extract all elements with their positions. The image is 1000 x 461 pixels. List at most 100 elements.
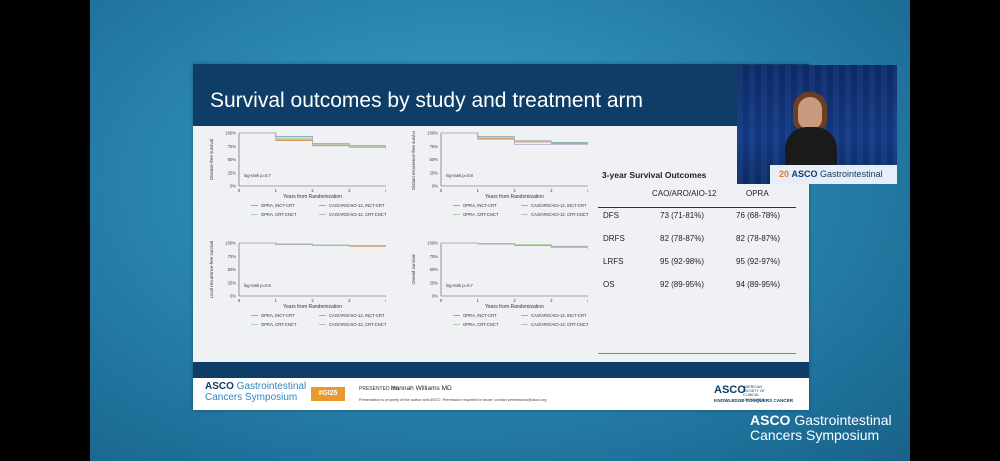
chart-disease-free: 100% 75% 50% 25% 0%0 1 2 3 4 Years from Randomiza… — [201, 131, 386, 236]
letterbox-right — [910, 0, 1000, 461]
series-line — [441, 242, 588, 249]
legend-label: OPRA, INCT-CRT — [261, 203, 295, 208]
legend-label: CAO/ARO/AIO-12, CRT-CNCT — [329, 212, 386, 217]
table-rule — [598, 207, 796, 208]
legend-label: OPRA, CRT-CNCT — [463, 212, 499, 217]
y-tick-label: 0% — [230, 294, 236, 299]
series-line — [239, 132, 386, 150]
cell-os-cao: 92 (89-95%) — [660, 280, 705, 289]
presenter-name: Hannah Williams MD — [391, 385, 452, 392]
y-tick-label: 25% — [228, 280, 237, 285]
hashtag-badge: #GI25 — [311, 387, 345, 401]
legend-label: OPRA, CRT-CNCT — [261, 322, 297, 327]
cell-drfs-cao: 82 (78-87%) — [660, 234, 705, 243]
x-tick-label: 1 — [275, 188, 278, 193]
x-tick-label: 0 — [440, 298, 443, 303]
x-axis-label: Years from Randomization — [283, 194, 342, 200]
legend-label: CAO/ARO/AIO-12, CRT-CNCT — [329, 322, 386, 327]
pvalue-label: log-rank p=0.7 — [446, 283, 474, 288]
cell-dfs-opra: 76 (68-78%) — [736, 211, 781, 220]
y-tick-label: 0% — [432, 294, 438, 299]
x-tick-label: 0 — [238, 298, 241, 303]
x-tick-label: 1 — [477, 298, 480, 303]
speaker-body — [785, 127, 837, 171]
cell-lrfs-opra: 95 (92-97%) — [736, 257, 781, 266]
asco-logo-subtext: AMERICAN SOCIETY OF CLINICAL ONCOLOGY — [743, 385, 765, 402]
cell-os-opra: 94 (89-95%) — [736, 280, 781, 289]
legend-label: OPRA, CRT-CNCT — [463, 322, 499, 327]
km-chart-svg: 100% 75% 50% 25% 0%0 1 2 3 4 Years from Randomiza… — [411, 131, 588, 217]
y-tick-label: 100% — [225, 241, 236, 246]
symposium-logo: ASCO Gastrointestinal Cancers Symposium — [750, 412, 892, 443]
y-tick-label: 75% — [228, 254, 237, 259]
legend-label: OPRA, INCT-CRT — [261, 313, 295, 318]
chart-local-recurrence-free: 100% 75% 50% 25% 0%0 1 2 3 4 Years from Randomiza… — [201, 241, 386, 346]
table-bottom-rule — [598, 353, 796, 354]
speaker-face — [798, 97, 822, 129]
video-stage: Survival outcomes by study and treatment… — [90, 0, 910, 461]
row-label-drfs: DRFS — [603, 234, 625, 243]
x-axis-label: Years from Randomization — [283, 304, 342, 310]
km-chart-svg: 100% 75% 50% 25% 0%0 1 2 3 4 Years from Randomiza… — [411, 241, 588, 327]
x-tick-label: 4 — [587, 298, 588, 303]
series-line — [441, 132, 588, 146]
slide-header: Survival outcomes by study and treatment… — [193, 64, 809, 126]
row-label-lrfs: LRFS — [603, 257, 624, 266]
x-tick-label: 3 — [348, 298, 351, 303]
legend-label: CAO/ARO/AIO-12, CRT-CNCT — [531, 212, 588, 217]
y-tick-label: 100% — [225, 131, 236, 136]
y-axis-label: Local recurrence-free survival — [209, 241, 214, 298]
legend-label: CAO/ARO/AIO-12, INCT-CRT — [531, 203, 587, 208]
y-tick-label: 25% — [430, 280, 439, 285]
y-axis-label: Distant recurrence-free survival — [411, 131, 416, 190]
x-tick-label: 3 — [550, 188, 553, 193]
presentation-slide: Survival outcomes by study and treatment… — [193, 64, 809, 410]
pvalue-label: log-rank p=0.7 — [244, 173, 272, 178]
y-tick-label: 100% — [427, 131, 438, 136]
y-tick-label: 75% — [430, 254, 439, 259]
x-tick-label: 2 — [513, 188, 516, 193]
speaker-video: 20 ASCO Gastrointestinal — [737, 65, 897, 184]
legend-label: CAO/ARO/AIO-12, INCT-CRT — [329, 203, 385, 208]
x-tick-label: 2 — [311, 298, 314, 303]
content-area: 100%75%50%25%0%01234Years from Randomiza… — [193, 126, 809, 377]
pvalue-label: log-rank p=0.8 — [446, 173, 474, 178]
presented-by-label: PRESENTED BY: — [359, 386, 399, 392]
x-tick-label: 4 — [385, 188, 386, 193]
km-chart-svg: 100% 75% 50% 25% 0%0 1 2 3 4 Years from Randomiza… — [209, 131, 386, 217]
legend-label: OPRA, INCT-CRT — [463, 313, 497, 318]
cell-lrfs-cao: 95 (92-98%) — [660, 257, 705, 266]
cell-dfs-cao: 73 (71-81%) — [660, 211, 705, 220]
y-tick-label: 0% — [432, 184, 438, 189]
row-label-os: OS — [603, 280, 615, 289]
pvalue-label: log-rank p=0.6 — [244, 283, 272, 288]
copyright-disclaimer: Presentation is property of the author a… — [359, 398, 547, 402]
col-head-opra: OPRA — [746, 189, 769, 198]
x-tick-label: 3 — [550, 298, 553, 303]
x-tick-label: 0 — [440, 188, 443, 193]
km-chart-svg: 100% 75% 50% 25% 0%0 1 2 3 4 Years from Randomiza… — [209, 241, 386, 327]
row-label-dfs: DFS — [603, 211, 619, 220]
x-tick-label: 4 — [385, 298, 386, 303]
chart-overall-survival: 100% 75% 50% 25% 0%0 1 2 3 4 Years from Randomiza… — [403, 241, 588, 346]
x-tick-label: 3 — [348, 188, 351, 193]
slide-title: Survival outcomes by study and treatment… — [210, 89, 644, 112]
asco-logo: ASCO — [714, 384, 746, 396]
podium-banner: 20 ASCO Gastrointestinal — [779, 169, 883, 179]
legend-label: CAO/ARO/AIO-12, INCT-CRT — [329, 313, 385, 318]
slide-footer: ASCO Gastrointestinal Cancers Symposium … — [193, 378, 809, 410]
footer-bar — [193, 362, 809, 378]
y-tick-label: 100% — [427, 241, 438, 246]
x-tick-label: 1 — [275, 298, 278, 303]
asco-gi-logo: ASCO Gastrointestinal Cancers Symposium — [205, 381, 307, 403]
x-tick-label: 1 — [477, 188, 480, 193]
letterbox-left — [0, 0, 90, 461]
y-tick-label: 50% — [430, 267, 439, 272]
y-tick-label: 25% — [228, 170, 237, 175]
y-axis-label: Disease-free survival — [209, 139, 214, 180]
y-tick-label: 50% — [228, 267, 237, 272]
cell-drfs-opra: 82 (78-87%) — [736, 234, 781, 243]
y-axis-label: Overall survival — [411, 254, 416, 284]
series-line — [239, 242, 386, 247]
chart-distant-recurrence-free: 100% 75% 50% 25% 0%0 1 2 3 4 Years from Randomiza… — [403, 131, 588, 236]
